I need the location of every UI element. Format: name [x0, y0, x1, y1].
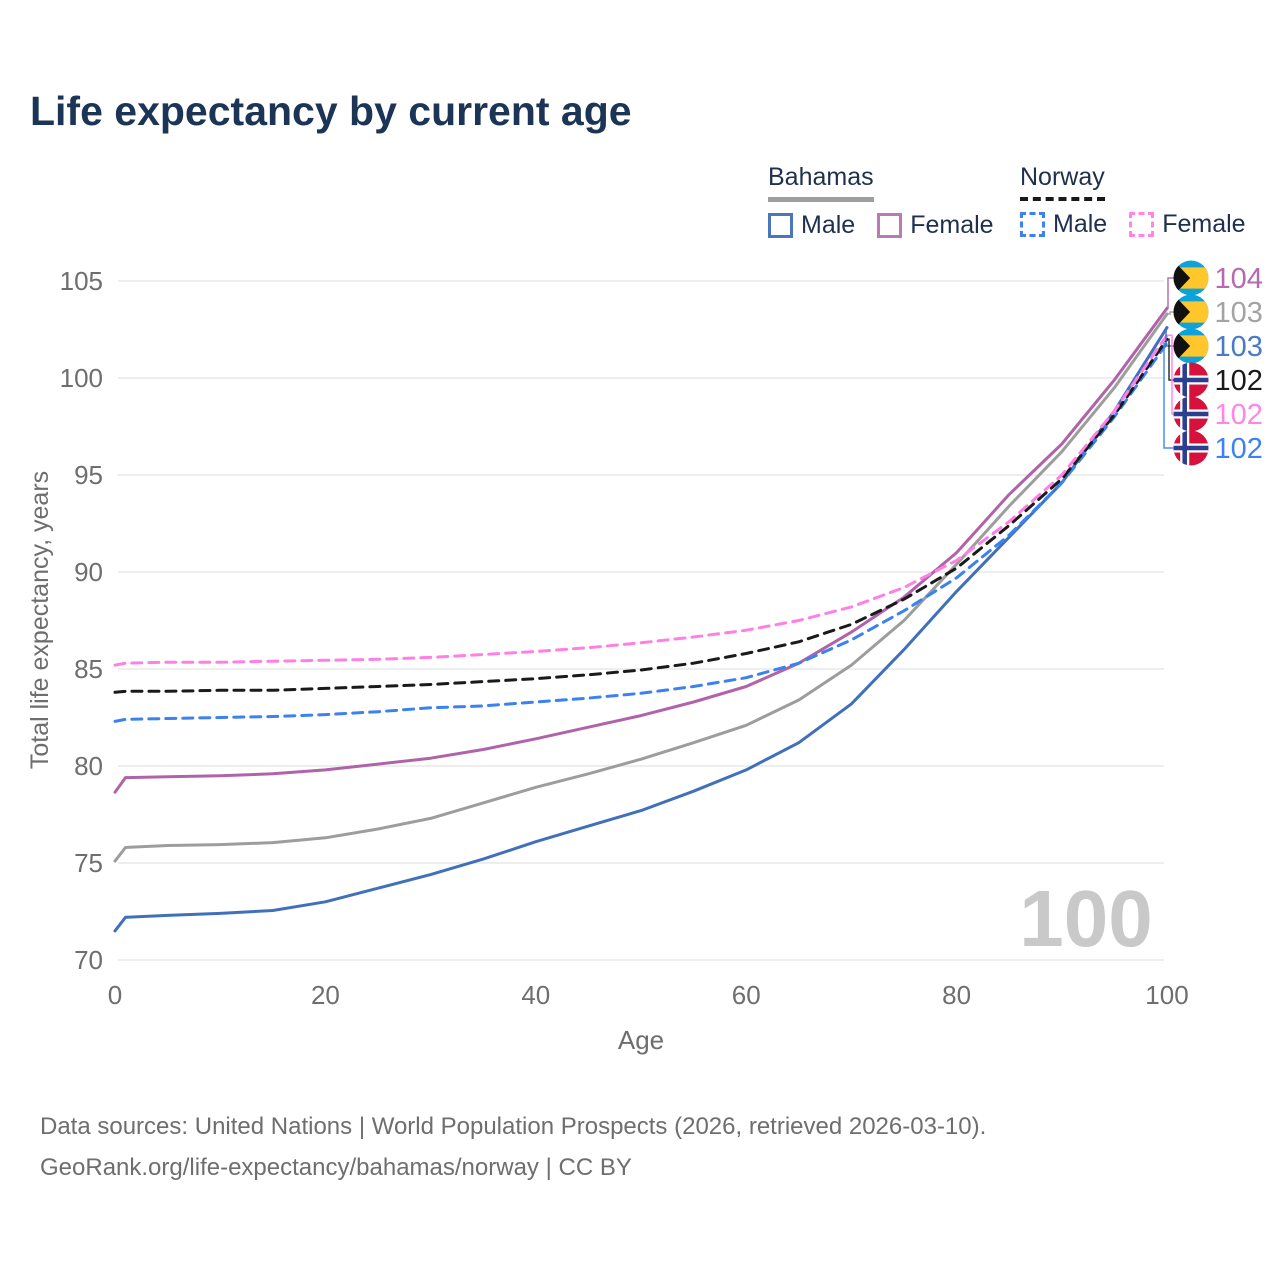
checkbox-icon[interactable] [1129, 212, 1155, 237]
y-tick-label: 70 [74, 945, 103, 975]
legend-item-label: Female [1162, 210, 1246, 238]
series-line-norway-total [113, 337, 1169, 694]
legend-item-label: Male [1053, 210, 1108, 238]
footer-line-2: GeoRank.org/life-expectancy/bahamas/norw… [40, 1154, 632, 1181]
footer-line-1: Data sources: United Nations | World Pop… [40, 1113, 987, 1140]
end-value-label-norway-male: 102 [1215, 433, 1263, 465]
end-label-leader [1167, 277, 1174, 309]
legend-item-norway-female[interactable]: Female [1129, 210, 1246, 239]
legend-group-title-norway: Norway [1020, 163, 1105, 201]
end-value-label-norway-female: 102 [1215, 399, 1263, 431]
y-tick-label: 80 [74, 751, 103, 781]
legend-group-bahamas: Bahamas Male Female [768, 163, 994, 240]
legend-item-label: Male [801, 211, 856, 239]
checkbox-icon[interactable] [877, 213, 903, 238]
current-age-watermark: 100 [1019, 874, 1152, 963]
checkbox-icon[interactable] [1020, 212, 1045, 237]
x-axis-title: Age [618, 1025, 664, 1055]
series-line-norway-female [113, 333, 1169, 667]
norway-flag-icon [1173, 430, 1209, 466]
end-value-label-bahamas-female: 104 [1215, 263, 1263, 295]
norway-flag-icon [1173, 396, 1209, 432]
legend-item-bahamas-female[interactable]: Female [877, 211, 994, 240]
bahamas-flag-icon [1173, 294, 1209, 330]
checkbox-icon[interactable] [768, 213, 793, 238]
legend-item-bahamas-male[interactable]: Male [768, 211, 855, 240]
series-line-bahamas-male [113, 326, 1169, 933]
bahamas-flag-icon [1173, 328, 1209, 364]
x-tick-label: 100 [1145, 980, 1188, 1010]
legend-group-norway: Norway Male Female [1020, 163, 1246, 239]
y-axis-title: Total life expectancy, years [26, 471, 54, 769]
end-label-leader [1163, 342, 1174, 449]
norway-flag-icon [1173, 362, 1209, 398]
y-tick-label: 75 [74, 848, 103, 878]
page-title: Life expectancy by current age [30, 88, 632, 134]
series-line-bahamas-female [113, 306, 1169, 794]
end-value-label-bahamas-total: 103 [1215, 297, 1263, 329]
y-tick-label: 90 [74, 557, 103, 587]
x-tick-label: 20 [311, 980, 340, 1010]
bahamas-flag-icon [1173, 260, 1209, 296]
data-source-footer: Data sources: United Nations | World Pop… [40, 1106, 1160, 1188]
x-tick-label: 0 [108, 980, 122, 1010]
y-tick-label: 100 [60, 363, 103, 393]
end-label-leader [1167, 334, 1174, 415]
end-value-label-bahamas-male: 103 [1215, 331, 1263, 363]
y-tick-label: 95 [74, 460, 103, 490]
y-tick-label: 105 [60, 266, 103, 296]
end-label-leader [1167, 311, 1174, 315]
legend-row-bahamas: Male Female [768, 211, 994, 240]
x-tick-label: 60 [732, 980, 761, 1010]
x-tick-label: 40 [521, 980, 550, 1010]
legend-row-norway: Male Female [1020, 210, 1246, 239]
series-line-norway-male [113, 341, 1169, 723]
y-tick-label: 85 [74, 654, 103, 684]
legend-group-title-bahamas: Bahamas [768, 163, 874, 202]
legend-item-label: Female [910, 211, 994, 239]
x-tick-label: 80 [942, 980, 971, 1010]
legend-item-norway-male[interactable]: Male [1020, 210, 1107, 239]
end-value-label-norway-total: 102 [1215, 365, 1263, 397]
series-line-bahamas-total [113, 312, 1169, 863]
